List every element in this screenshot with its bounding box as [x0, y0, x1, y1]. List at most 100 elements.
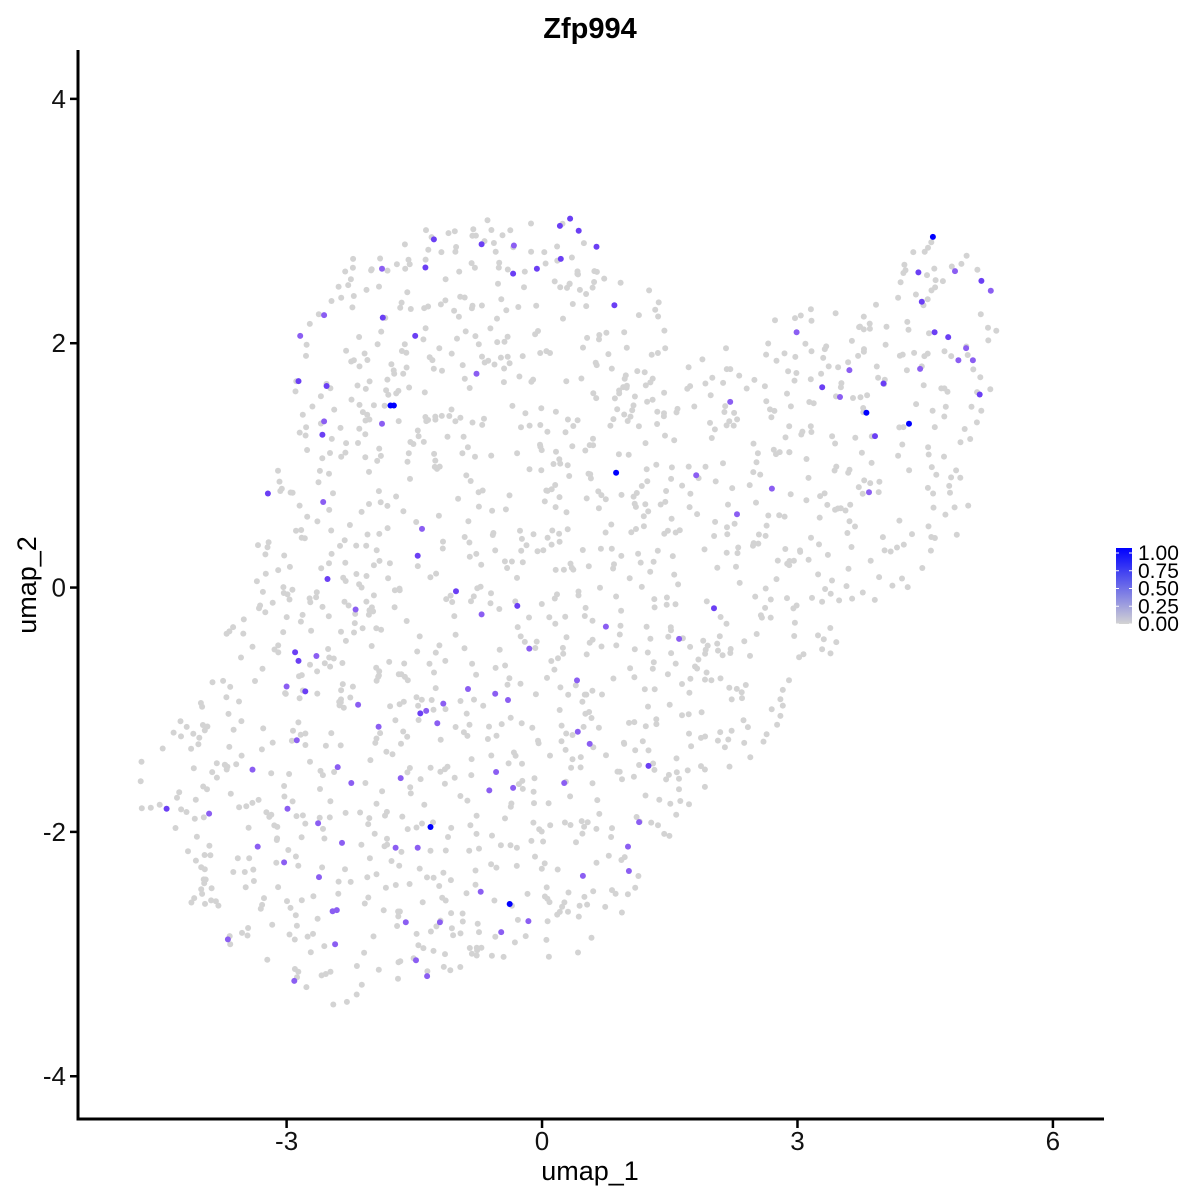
- cell-point: [617, 279, 624, 286]
- cell-point: [580, 344, 586, 351]
- expressing-cell-point: [355, 701, 362, 708]
- cell-point: [463, 710, 470, 717]
- cell-point: [404, 289, 411, 296]
- cell-point: [365, 611, 372, 618]
- cell-point: [494, 339, 501, 346]
- expressing-cell-point: [498, 929, 505, 936]
- cell-point: [306, 595, 313, 602]
- cell-point: [653, 461, 660, 468]
- cell-point: [388, 361, 395, 368]
- cell-point: [792, 315, 798, 322]
- cell-point: [384, 502, 391, 509]
- cell-point: [806, 399, 813, 405]
- cell-point: [899, 575, 905, 582]
- cell-point: [304, 447, 311, 453]
- cell-point: [302, 742, 309, 748]
- cell-point: [664, 527, 671, 534]
- cell-point: [391, 587, 398, 594]
- cell-point: [744, 724, 751, 731]
- cell-point: [560, 315, 566, 322]
- cell-point: [473, 944, 480, 951]
- cell-point: [295, 862, 302, 869]
- cell-point: [424, 968, 431, 975]
- cell-point: [919, 565, 926, 571]
- cell-point: [222, 762, 229, 769]
- cell-point: [384, 267, 391, 274]
- cell-point: [951, 504, 958, 511]
- cell-point: [457, 698, 464, 704]
- cell-point: [301, 535, 308, 542]
- cell-point: [612, 890, 619, 897]
- cell-point: [263, 809, 270, 816]
- cell-point: [524, 890, 531, 897]
- cell-point: [335, 283, 342, 290]
- cell-point: [724, 531, 731, 538]
- cell-point: [544, 487, 551, 494]
- cell-point: [817, 493, 824, 500]
- cell-point: [386, 658, 393, 665]
- cell-point: [476, 845, 482, 852]
- cell-point: [791, 633, 798, 639]
- cell-point: [456, 268, 463, 275]
- cell-point: [685, 463, 692, 470]
- cell-point: [342, 637, 349, 644]
- cell-point: [368, 643, 375, 649]
- cell-point: [366, 378, 373, 385]
- cell-point: [776, 512, 783, 519]
- cell-point: [521, 638, 528, 645]
- cell-point: [447, 877, 454, 884]
- cell-point: [642, 501, 649, 508]
- cell-point: [593, 825, 600, 832]
- cell-point: [815, 571, 822, 578]
- cell-point: [512, 598, 519, 605]
- expressing-cell-point: [819, 384, 826, 391]
- cell-point: [298, 527, 305, 533]
- cell-point: [488, 952, 495, 959]
- x-tick-label: -3: [275, 1126, 298, 1156]
- cell-point: [517, 680, 524, 687]
- cell-point: [530, 788, 537, 795]
- cell-point: [174, 794, 180, 801]
- cell-point: [513, 844, 520, 851]
- cell-point: [281, 552, 288, 559]
- cell-point: [595, 488, 602, 495]
- cell-point: [739, 695, 745, 702]
- cell-point: [556, 707, 563, 713]
- cell-point: [407, 475, 413, 482]
- expressing-cell-point: [625, 843, 631, 850]
- cell-point: [905, 326, 912, 333]
- cell-point: [557, 684, 564, 691]
- cell-point: [968, 403, 975, 410]
- cell-point: [432, 649, 439, 656]
- cell-point: [517, 527, 523, 534]
- cell-point: [573, 839, 579, 846]
- cell-point: [875, 374, 882, 381]
- cell-point: [227, 790, 234, 797]
- expressing-cell-point: [295, 378, 302, 385]
- cell-point: [463, 890, 470, 897]
- cell-point: [359, 409, 366, 416]
- cell-point: [582, 447, 589, 454]
- cell-point: [791, 377, 798, 384]
- expressing-cell-point: [955, 357, 962, 364]
- cell-point: [642, 792, 649, 799]
- cell-point: [269, 739, 276, 746]
- cell-point: [395, 959, 402, 966]
- cell-point: [190, 730, 197, 737]
- cell-point: [572, 682, 579, 689]
- cell-point: [608, 521, 615, 528]
- cell-point: [546, 899, 553, 906]
- expressing-cell-point: [397, 775, 404, 782]
- cell-point: [815, 632, 821, 639]
- cell-point: [402, 265, 409, 272]
- cell-point: [579, 698, 586, 705]
- cell-point: [415, 717, 422, 723]
- cell-point: [338, 453, 345, 460]
- cell-point: [842, 507, 849, 514]
- cell-point: [985, 324, 991, 331]
- cell-point: [564, 416, 571, 423]
- cell-point: [679, 681, 685, 687]
- cell-point: [441, 780, 448, 787]
- cell-point: [726, 763, 733, 770]
- cell-point: [468, 950, 475, 957]
